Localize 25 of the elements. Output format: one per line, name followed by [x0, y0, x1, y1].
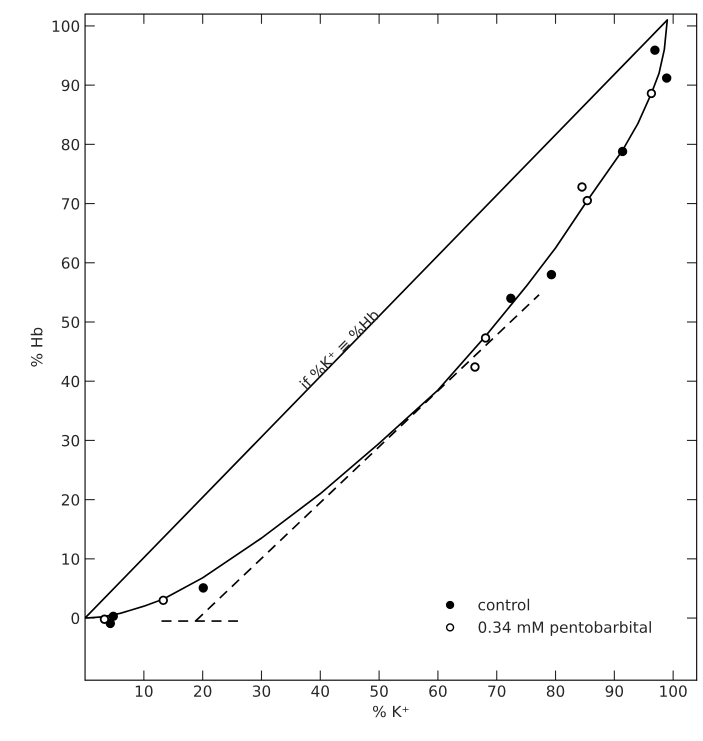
legend-label: 0.34 mM pentobarbital [478, 621, 651, 636]
x-tick-label: 80 [546, 685, 564, 697]
x-tick-label: 100 [660, 685, 687, 697]
y-tick-label: 50 [62, 316, 80, 328]
x-tick-label: 30 [252, 685, 270, 697]
x-tick-label: 60 [429, 685, 447, 697]
x-tick-label: 50 [370, 685, 388, 697]
y-tick-label: 0 [71, 612, 80, 624]
x-tick-label: 10 [136, 685, 153, 697]
y-tick-label: 30 [62, 434, 80, 446]
y-tick-label: 90 [62, 80, 80, 92]
y-tick-label: 60 [62, 257, 80, 269]
y-axis-title: % Hb [30, 328, 43, 367]
legend-label: control [478, 598, 530, 611]
x-tick-label: 90 [606, 685, 624, 697]
x-tick-label: 70 [488, 685, 506, 697]
y-tick-label: 20 [62, 494, 80, 506]
x-tick-label: 20 [194, 685, 212, 697]
y-tick-label: 40 [62, 376, 80, 388]
x-tick-label: 40 [311, 685, 330, 697]
y-tick-label: 80 [62, 138, 80, 150]
y-tick-label: 100 [52, 20, 80, 32]
y-tick-label: 70 [62, 198, 80, 210]
y-tick-label: 10 [62, 553, 80, 565]
x-axis-title: % K⁺ [372, 706, 409, 718]
